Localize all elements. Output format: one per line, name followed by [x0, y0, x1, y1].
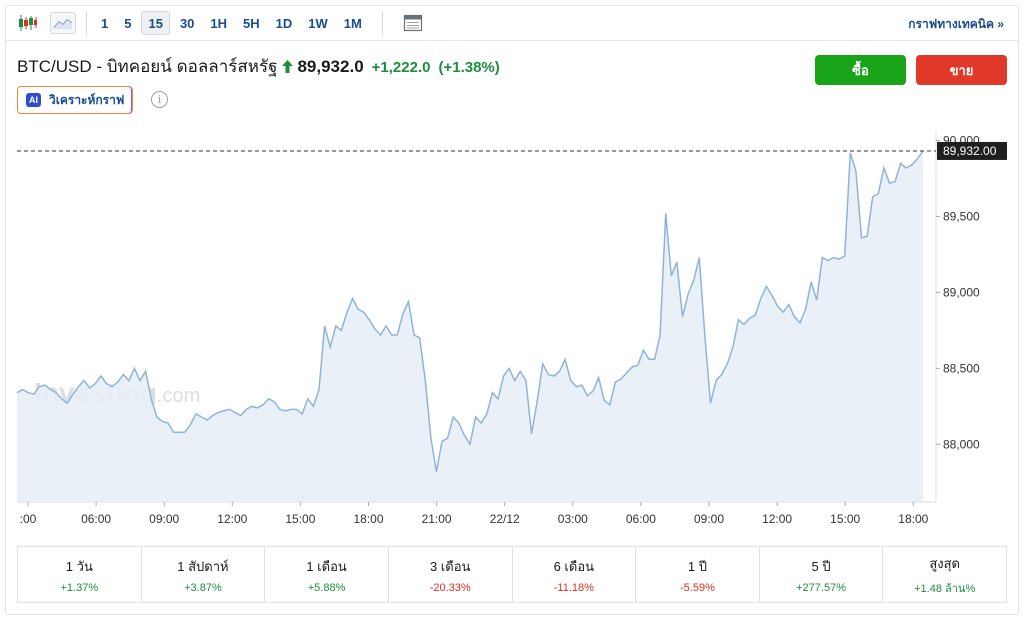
- widget-frame: [5, 5, 1019, 615]
- period-label: สูงสุด: [929, 555, 961, 571]
- period-change: +3.87%: [184, 581, 222, 594]
- candlestick-icon[interactable]: [14, 11, 42, 35]
- timeframe-1-button[interactable]: 1: [101, 15, 109, 31]
- period-change: -20.33%: [429, 581, 471, 594]
- timeframe-30-button[interactable]: 30: [179, 15, 195, 31]
- last-price: 89,932.0: [297, 57, 364, 76]
- period-label: 1 สัปดาห์: [177, 558, 229, 574]
- period-change: -5.59%: [680, 581, 715, 594]
- timeframe-group: 1 5 15 30 1H 5H 1D 1W 1M: [95, 11, 372, 35]
- buy-button[interactable]: ซื้อ: [815, 55, 906, 85]
- period-cell[interactable]: 1 เดือน +5.88%: [265, 547, 389, 602]
- period-cell[interactable]: 3 เดือน -20.33%: [389, 547, 513, 602]
- calendar-icon[interactable]: [399, 11, 427, 35]
- ai-analysis-label: วิเคราะห์กราฟ: [49, 92, 125, 107]
- instrument-name: BTC/USD - บิทคอยน์ ดอลลาร์สหรัฐ: [17, 57, 278, 76]
- instrument-header: BTC/USD - บิทคอยน์ ดอลลาร์สหรัฐ 89,932.0…: [17, 53, 500, 80]
- period-change: +1.48 ล้าน%: [914, 582, 976, 595]
- period-cell[interactable]: 1 สัปดาห์ +3.87%: [142, 547, 266, 602]
- period-change: -11.18%: [553, 581, 594, 594]
- timeframe-15-button[interactable]: 15: [141, 11, 170, 35]
- price-change-pct: (+1.38%): [438, 59, 500, 76]
- period-cell[interactable]: 1 วัน +1.37%: [18, 547, 142, 602]
- period-performance-table: 1 วัน +1.37% 1 สัปดาห์ +3.87% 1 เดือน +5.88% 3…: [17, 546, 1007, 603]
- period-change: +5.88%: [307, 581, 346, 594]
- sell-button[interactable]: ขาย: [916, 55, 1007, 85]
- ai-analysis-button[interactable]: AI วิเคราะห์กราฟ: [17, 86, 134, 114]
- timeframe-5h-button[interactable]: 5H: [243, 15, 260, 31]
- timeframe-1m-button[interactable]: 1M: [343, 15, 362, 31]
- line-chart-icon[interactable]: [50, 12, 76, 34]
- ai-badge: AI: [26, 93, 41, 107]
- period-change: +1.37%: [60, 581, 99, 594]
- technical-chart-link[interactable]: กราฟทางเทคนิค »: [908, 17, 1004, 31]
- timeframe-1d-button[interactable]: 1D: [275, 15, 293, 31]
- period-change: +277.57%: [796, 581, 846, 594]
- period-label: 1 วัน: [65, 558, 93, 574]
- period-cell[interactable]: สูงสุด +1.48 ล้าน%: [883, 547, 1006, 602]
- timeframe-1w-button[interactable]: 1W: [308, 15, 328, 31]
- period-label: 1 ปี: [687, 558, 707, 574]
- period-cell[interactable]: 1 ปี -5.59%: [636, 547, 760, 602]
- info-icon[interactable]: i: [151, 91, 168, 108]
- period-label: 6 เดือน: [553, 558, 595, 574]
- timeframe-5-button[interactable]: 5: [124, 15, 132, 31]
- price-change: +1,222.0: [371, 59, 431, 76]
- toolbar-divider: [381, 11, 383, 35]
- period-label: 3 เดือน: [429, 558, 471, 574]
- period-label: 1 เดือน: [306, 558, 347, 574]
- chart-toolbar: 1 5 15 30 1H 5H 1D 1W 1M กราฟทางเทคนิค »: [6, 6, 1018, 41]
- toolbar-divider: [86, 11, 87, 35]
- up-arrow-icon: [282, 60, 294, 73]
- timeframe-1h-button[interactable]: 1H: [210, 15, 228, 31]
- period-label: 5 ปี: [811, 558, 831, 574]
- period-cell[interactable]: 5 ปี +277.57%: [760, 547, 884, 602]
- period-cell[interactable]: 6 เดือน -11.18%: [513, 547, 637, 602]
